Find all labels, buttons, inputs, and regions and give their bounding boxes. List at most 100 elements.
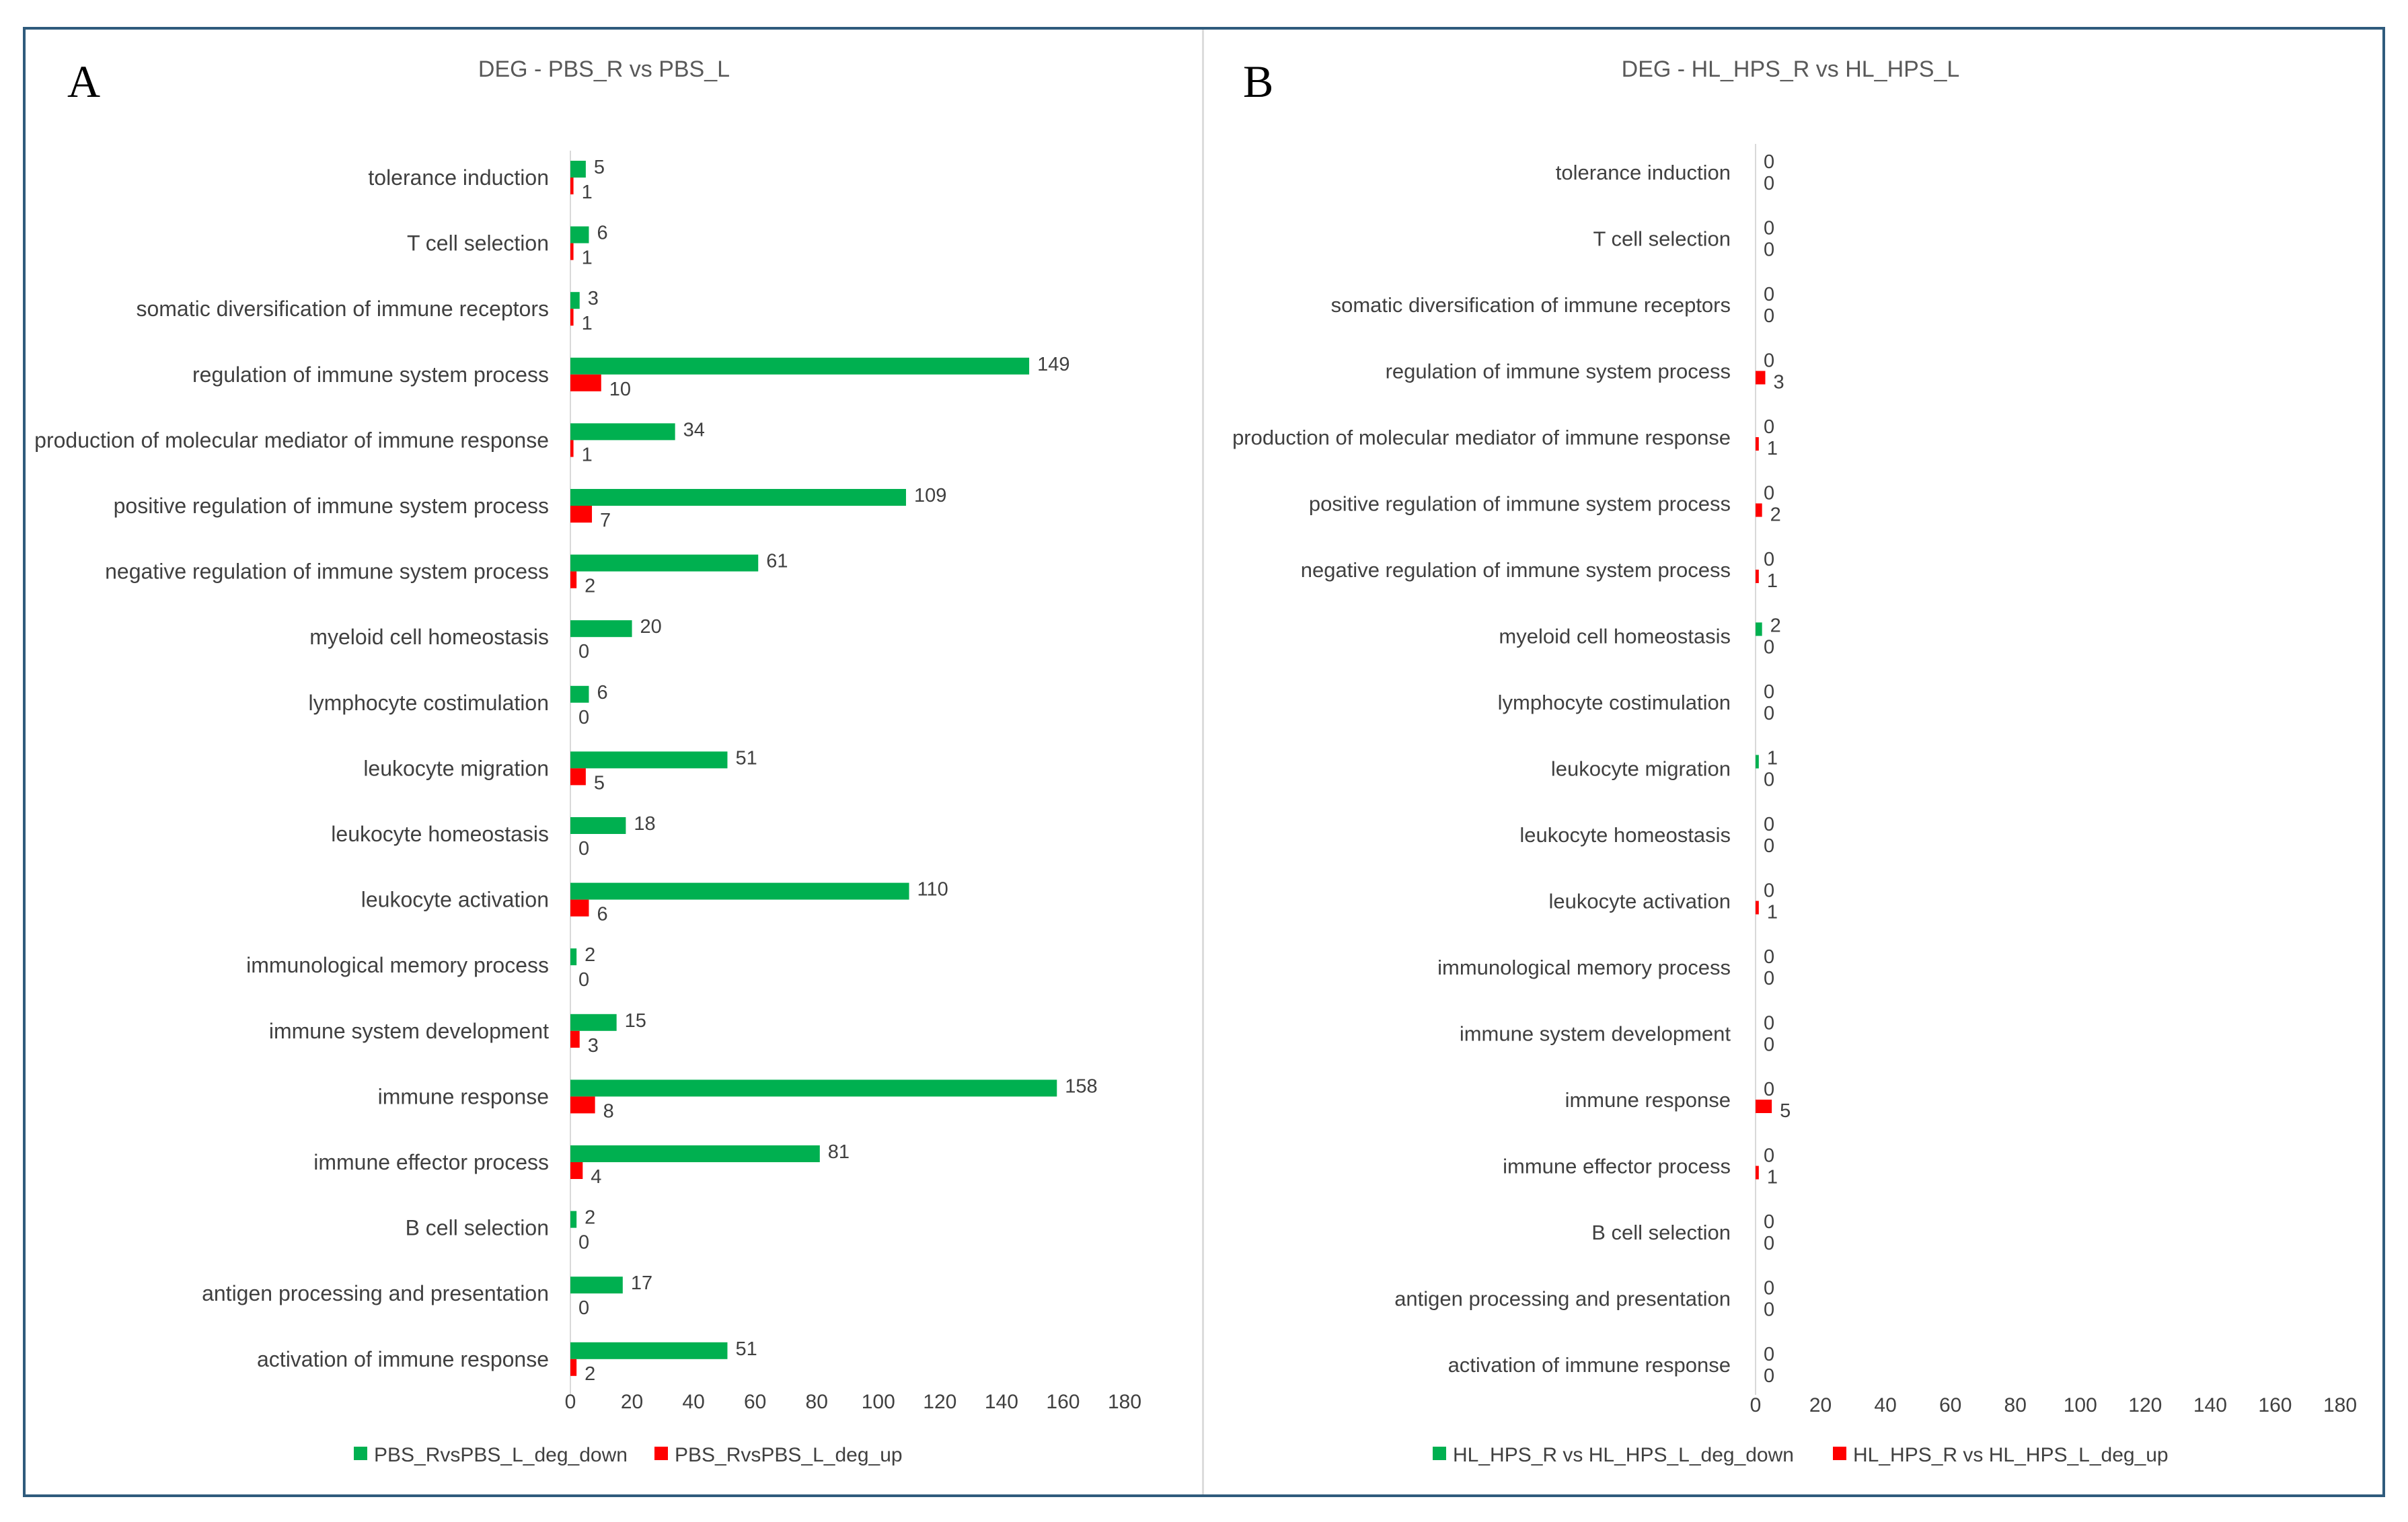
bar-deg-up <box>570 1359 577 1376</box>
bar-deg-down <box>570 1145 820 1162</box>
bar-deg-up <box>570 309 574 326</box>
x-tick-label: 180 <box>2323 1394 2357 1416</box>
category-label: leukocyte migration <box>1551 757 1731 781</box>
bar-deg-down <box>570 685 589 703</box>
bar-deg-down <box>570 226 589 243</box>
panel-letter-b: B <box>1243 56 1274 107</box>
bar-deg-down <box>570 554 759 572</box>
category-label: leukocyte homeostasis <box>331 822 549 846</box>
data-label-deg-down: 51 <box>735 747 757 769</box>
chart-title: DEG - HL_HPS_R vs HL_HPS_L <box>1622 56 1960 82</box>
category-label: lymphocyte costimulation <box>309 691 549 715</box>
data-label-deg-down: 51 <box>735 1338 757 1360</box>
legend-label-deg-up: HL_HPS_R vs HL_HPS_L_deg_up <box>1853 1444 2169 1466</box>
bar-deg-down <box>570 948 577 966</box>
data-label-deg-up: 0 <box>578 969 589 991</box>
bar-deg-up <box>1756 1166 1759 1180</box>
figure-frame <box>23 27 2385 1497</box>
category-label: immune response <box>378 1084 549 1108</box>
category-label: T cell selection <box>1593 227 1731 251</box>
data-label-deg-down: 109 <box>914 485 946 506</box>
category-label: antigen processing and presentation <box>202 1281 549 1305</box>
category-label: tolerance induction <box>368 165 549 190</box>
bar-deg-up <box>1756 371 1766 385</box>
bar-deg-up <box>1756 437 1759 451</box>
category-label: myeloid cell homeostasis <box>309 625 549 649</box>
category-label: T cell selection <box>407 231 549 256</box>
data-label-deg-down: 17 <box>631 1272 652 1294</box>
data-label-deg-up: 6 <box>597 904 607 925</box>
data-label-deg-up: 4 <box>591 1166 601 1188</box>
data-label-deg-down: 6 <box>597 223 607 244</box>
x-tick-label: 0 <box>565 1391 576 1413</box>
data-label-deg-up: 1 <box>1767 902 1778 923</box>
bar-deg-up <box>1756 1100 1772 1113</box>
chart-panel-a: A DEG - PBS_R vs PBS_L tolerance inductio… <box>26 30 1196 1496</box>
data-label-deg-down: 2 <box>585 1207 595 1229</box>
bar-deg-up <box>1756 570 1759 583</box>
data-label-deg-up: 1 <box>582 313 593 334</box>
data-label-deg-up: 0 <box>1764 637 1774 658</box>
data-label-deg-up: 1 <box>582 182 593 203</box>
data-label-deg-up: 1 <box>582 444 593 465</box>
category-label: negative regulation of immune system pro… <box>1301 558 1731 582</box>
data-label-deg-up: 0 <box>578 1297 589 1319</box>
x-tick-label: 140 <box>985 1391 1018 1413</box>
data-label-deg-up: 0 <box>1764 173 1774 194</box>
data-label-deg-down: 0 <box>1764 1145 1774 1167</box>
data-label-deg-down: 0 <box>1764 416 1774 438</box>
category-label: leukocyte homeostasis <box>1519 823 1731 847</box>
data-label-deg-down: 81 <box>828 1141 850 1163</box>
data-label-deg-up: 0 <box>1764 1034 1774 1056</box>
category-label: immune effector process <box>1503 1155 1731 1178</box>
x-tick-label: 100 <box>2064 1394 2097 1416</box>
data-label-deg-down: 0 <box>1764 218 1774 239</box>
bar-deg-down <box>570 817 626 834</box>
bar-deg-down <box>570 489 906 506</box>
category-label: immune system development <box>269 1019 549 1043</box>
bar-deg-down <box>570 1211 577 1228</box>
category-label: leukocyte migration <box>363 756 549 780</box>
data-label-deg-up: 0 <box>578 641 589 662</box>
data-label-deg-down: 110 <box>917 879 948 901</box>
data-label-deg-down: 0 <box>1764 1278 1774 1299</box>
x-tick-label: 80 <box>2004 1394 2027 1416</box>
data-label-deg-down: 0 <box>1764 151 1774 173</box>
bar-deg-down <box>570 1014 617 1031</box>
data-label-deg-down: 5 <box>594 157 605 178</box>
bar-deg-up <box>570 899 589 917</box>
data-label-deg-down: 2 <box>585 944 595 966</box>
category-label: tolerance induction <box>1556 161 1731 184</box>
category-label: positive regulation of immune system pro… <box>1309 492 1731 516</box>
bar-deg-down <box>1756 755 1759 769</box>
category-label: activation of immune response <box>1448 1353 1731 1377</box>
data-label-deg-up: 1 <box>1767 1167 1778 1188</box>
data-label-deg-down: 61 <box>766 551 788 572</box>
x-tick-label: 60 <box>744 1391 766 1413</box>
data-label-deg-down: 20 <box>640 616 662 638</box>
data-label-deg-down: 0 <box>1764 946 1774 968</box>
data-label-deg-up: 0 <box>1764 239 1774 261</box>
bar-deg-down <box>570 292 580 309</box>
bar-deg-up <box>1756 901 1759 915</box>
legend-swatch-deg-up <box>654 1447 668 1460</box>
x-tick-label: 40 <box>682 1391 704 1413</box>
category-label: somatic diversification of immune recept… <box>1331 293 1731 317</box>
bar-deg-up <box>570 571 577 588</box>
bar-deg-down <box>1756 622 1762 636</box>
panel-letter-a: A <box>67 56 101 107</box>
panel-divider <box>1202 30 1204 1494</box>
category-label: activation of immune response <box>257 1347 549 1371</box>
data-label-deg-down: 0 <box>1764 681 1774 703</box>
category-label: antigen processing and presentation <box>1394 1287 1731 1311</box>
bar-deg-down <box>570 423 675 441</box>
legend-label-deg-up: PBS_RvsPBS_L_deg_up <box>675 1444 903 1466</box>
data-label-deg-down: 15 <box>625 1010 646 1032</box>
data-label-deg-up: 0 <box>1764 769 1774 791</box>
bar-deg-down <box>570 161 586 178</box>
bar-deg-up <box>570 178 574 194</box>
bar-deg-down <box>570 1079 1057 1097</box>
data-label-deg-down: 0 <box>1764 284 1774 305</box>
bar-deg-up <box>570 243 574 260</box>
x-tick-label: 20 <box>621 1391 643 1413</box>
